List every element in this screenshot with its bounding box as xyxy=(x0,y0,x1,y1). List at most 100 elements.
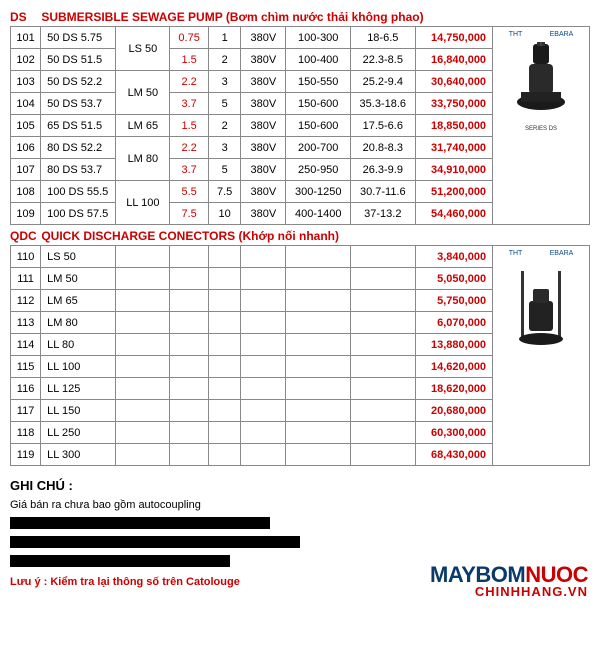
head-cell: 17.5-6.6 xyxy=(351,115,416,137)
empty-cell xyxy=(208,378,240,400)
empty-cell xyxy=(351,334,416,356)
watermark-logo: MAYBOMNUOC CHINHHANG.VN xyxy=(430,562,588,599)
price-cell: 5,750,000 xyxy=(415,290,492,312)
power-cell: 5.5 xyxy=(170,181,209,203)
frame-cell: LM 80 xyxy=(116,137,170,181)
model-cell: LL 150 xyxy=(41,400,116,422)
idx-cell: 102 xyxy=(11,49,41,71)
frame-cell: LL 100 xyxy=(116,181,170,225)
head-cell: 22.3-8.5 xyxy=(351,49,416,71)
flow-cell: 150-600 xyxy=(286,115,351,137)
price-cell: 60,300,000 xyxy=(415,422,492,444)
model-cell: LL 80 xyxy=(41,334,116,356)
flow-cell: 200-700 xyxy=(286,137,351,159)
price-cell: 20,680,000 xyxy=(415,400,492,422)
power-cell: 1.5 xyxy=(170,49,209,71)
empty-cell xyxy=(286,290,351,312)
empty-cell xyxy=(286,400,351,422)
current-cell: 1 xyxy=(208,27,240,49)
empty-cell xyxy=(116,400,170,422)
price-cell: 5,050,000 xyxy=(415,268,492,290)
empty-cell xyxy=(286,268,351,290)
empty-cell xyxy=(208,312,240,334)
ds-table: 101 50 DS 5.75 LS 50 0.75 1 380V 100-300… xyxy=(10,26,590,225)
empty-cell xyxy=(351,400,416,422)
empty-cell xyxy=(208,444,240,466)
price-cell: 16,840,000 xyxy=(415,49,492,71)
voltage-cell: 380V xyxy=(241,181,286,203)
redacted-line xyxy=(10,534,590,553)
idx-cell: 115 xyxy=(11,356,41,378)
qdc-section-header: QDC QUICK DISCHARGE CONECTORS (Khớp nối … xyxy=(10,225,590,245)
qdc-table: 110 LS 50 3,840,000 THTEBARA 111 LM 50 5… xyxy=(10,245,590,466)
empty-cell xyxy=(286,422,351,444)
voltage-cell: 380V xyxy=(241,93,286,115)
empty-cell xyxy=(170,422,209,444)
model-cell: 100 DS 57.5 xyxy=(41,203,116,225)
img-caption: SERIES DS xyxy=(495,126,587,132)
empty-cell xyxy=(208,356,240,378)
current-cell: 5 xyxy=(208,93,240,115)
empty-cell xyxy=(170,334,209,356)
model-cell: LL 300 xyxy=(41,444,116,466)
voltage-cell: 380V xyxy=(241,71,286,93)
empty-cell xyxy=(241,444,286,466)
head-cell: 18-6.5 xyxy=(351,27,416,49)
empty-cell xyxy=(170,356,209,378)
power-cell: 1.5 xyxy=(170,115,209,137)
empty-cell xyxy=(286,378,351,400)
empty-cell xyxy=(241,334,286,356)
price-cell: 14,620,000 xyxy=(415,356,492,378)
empty-cell xyxy=(286,356,351,378)
logo-tht: THT xyxy=(509,31,523,38)
empty-cell xyxy=(241,356,286,378)
voltage-cell: 380V xyxy=(241,49,286,71)
empty-cell xyxy=(286,334,351,356)
empty-cell xyxy=(241,312,286,334)
idx-cell: 114 xyxy=(11,334,41,356)
voltage-cell: 380V xyxy=(241,203,286,225)
empty-cell xyxy=(241,246,286,268)
model-cell: 50 DS 5.75 xyxy=(41,27,116,49)
idx-cell: 108 xyxy=(11,181,41,203)
empty-cell xyxy=(241,400,286,422)
voltage-cell: 380V xyxy=(241,27,286,49)
ds-code: DS xyxy=(10,10,38,24)
idx-cell: 116 xyxy=(11,378,41,400)
flow-cell: 100-400 xyxy=(286,49,351,71)
current-cell: 10 xyxy=(208,203,240,225)
model-cell: LL 125 xyxy=(41,378,116,400)
empty-cell xyxy=(208,400,240,422)
power-cell: 2.2 xyxy=(170,71,209,93)
flow-cell: 150-600 xyxy=(286,93,351,115)
voltage-cell: 380V xyxy=(241,137,286,159)
head-cell: 26.3-9.9 xyxy=(351,159,416,181)
idx-cell: 112 xyxy=(11,290,41,312)
empty-cell xyxy=(208,268,240,290)
voltage-cell: 380V xyxy=(241,159,286,181)
empty-cell xyxy=(116,378,170,400)
current-cell: 5 xyxy=(208,159,240,181)
price-cell: 6,070,000 xyxy=(415,312,492,334)
model-cell: LM 65 xyxy=(41,290,116,312)
price-cell: 3,840,000 xyxy=(415,246,492,268)
empty-cell xyxy=(208,422,240,444)
empty-cell xyxy=(286,444,351,466)
empty-cell xyxy=(351,378,416,400)
empty-cell xyxy=(241,290,286,312)
idx-cell: 103 xyxy=(11,71,41,93)
current-cell: 2 xyxy=(208,115,240,137)
head-cell: 30.7-11.6 xyxy=(351,181,416,203)
head-cell: 37-13.2 xyxy=(351,203,416,225)
price-cell: 34,910,000 xyxy=(415,159,492,181)
price-cell: 30,640,000 xyxy=(415,71,492,93)
price-cell: 18,850,000 xyxy=(415,115,492,137)
power-cell: 2.2 xyxy=(170,137,209,159)
idx-cell: 109 xyxy=(11,203,41,225)
head-cell: 25.2-9.4 xyxy=(351,71,416,93)
logo-tht: THT xyxy=(509,250,523,257)
idx-cell: 113 xyxy=(11,312,41,334)
notes-heading: GHI CHÚ : xyxy=(10,478,590,493)
empty-cell xyxy=(170,312,209,334)
current-cell: 3 xyxy=(208,137,240,159)
